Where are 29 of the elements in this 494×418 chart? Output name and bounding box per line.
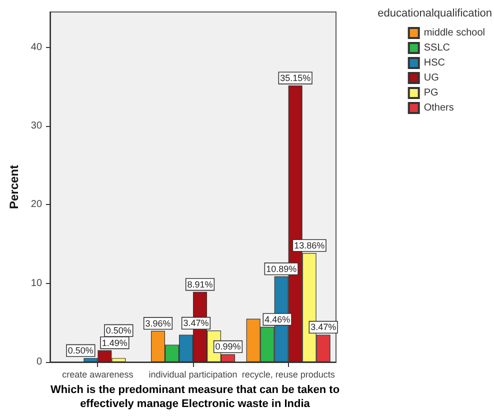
y-tick-label: 40 (30, 42, 42, 53)
legend-label: SSLC (424, 42, 450, 54)
data-label: 35.15% (280, 73, 311, 84)
data-label: 8.91% (187, 279, 213, 290)
legend-label: middle school (424, 28, 486, 38)
data-label: 4.46% (264, 314, 290, 324)
data-label: 1.49% (102, 338, 128, 348)
legend-label: Others (424, 102, 454, 114)
data-label: 0.50% (106, 326, 132, 336)
y-tick-label: 10 (30, 278, 42, 289)
data-label: 3.47% (310, 322, 336, 332)
x-tick-label: create awareness (62, 370, 134, 380)
legend-label: PG (424, 88, 439, 98)
y-tick-label: 0 (36, 356, 42, 368)
data-label: 3.47% (183, 318, 209, 328)
text: Which is the predominant measure that can be taken to effectively manage Electronic waste in India (50, 384, 340, 410)
legend-title: educationalqualification (378, 8, 492, 20)
data-label: 13.86% (294, 240, 325, 250)
legend-label: UG (424, 72, 440, 84)
legend-label: HSC (424, 58, 445, 68)
data-label: 0.50% (68, 346, 94, 356)
data-label: 10.89% (266, 264, 297, 274)
y-tick-label: 20 (30, 199, 42, 210)
data-label: 0.99% (215, 342, 241, 352)
y-tick-label: 30 (30, 120, 42, 132)
y-axis-title: Percent (7, 164, 21, 210)
x-tick-label: individual participation (148, 370, 238, 380)
data-label: 3.96% (145, 318, 171, 328)
x-tick-label: recycle, reuse products (242, 370, 336, 380)
